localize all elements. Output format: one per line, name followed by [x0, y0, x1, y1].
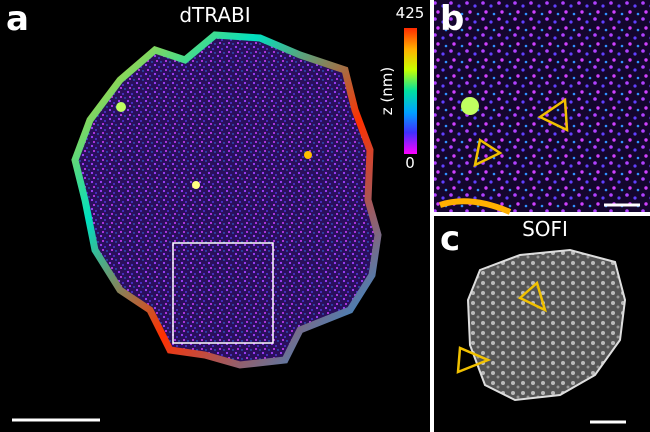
panel-a: a dTRABI 425 0 z (nm) [0, 0, 430, 432]
arrowhead [456, 346, 492, 374]
panel-letter: c [440, 219, 460, 259]
panel-b: b [434, 0, 650, 215]
arrowhead [537, 97, 569, 133]
arrowhead [473, 137, 503, 168]
arrowhead [517, 280, 547, 313]
colorbar-min: 0 [405, 154, 415, 172]
spot [461, 97, 479, 115]
colorbar-label: z (nm) [378, 67, 396, 115]
panel-letter: b [440, 0, 464, 39]
panel-letter: a [6, 0, 29, 39]
edge [439, 198, 512, 215]
colorbar [404, 28, 417, 154]
spot [192, 181, 200, 189]
spot [116, 102, 126, 112]
spot [304, 151, 312, 159]
panel-c: c SOFI [434, 216, 650, 432]
cell-image [71, 31, 382, 369]
cell-image [466, 248, 627, 402]
panel-title: dTRABI [179, 3, 250, 27]
zoom-box [172, 242, 274, 344]
colorbar-max: 425 [396, 4, 425, 22]
panel-title: SOFI [522, 217, 568, 241]
